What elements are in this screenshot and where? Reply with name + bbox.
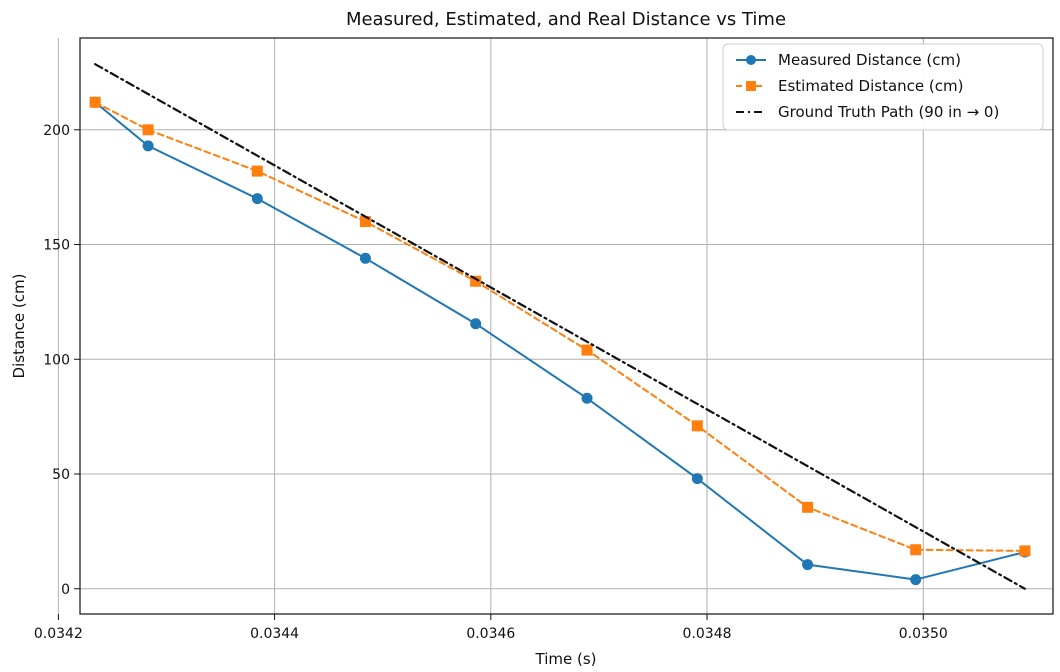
- x-tick-label: 0.0344: [250, 626, 299, 642]
- series-line-1: [94, 101, 1026, 552]
- data-point-estimated: [89, 96, 101, 108]
- legend-label-ground-truth: Ground Truth Path (90 in → 0): [778, 103, 999, 121]
- data-point-estimated: [359, 216, 371, 228]
- x-tick-label: 0.0342: [34, 626, 83, 642]
- y-tick-label: 0: [61, 582, 70, 598]
- data-point-estimated: [1019, 545, 1031, 557]
- legend-label-estimated: Estimated Distance (cm): [778, 77, 963, 95]
- legend-item-estimated: Estimated Distance (cm): [736, 77, 963, 95]
- data-point-estimated: [691, 420, 703, 432]
- legend: Measured Distance (cm) Estimated Distanc…: [722, 43, 1044, 131]
- data-point-estimated: [581, 344, 593, 356]
- x-tick-label: 0.0348: [683, 626, 732, 642]
- y-tick-label: 50: [52, 467, 70, 483]
- data-point-estimated: [802, 501, 814, 513]
- y-tick-label: 100: [43, 352, 70, 368]
- data-point-estimated: [142, 124, 154, 136]
- x-tick-label: 0.0346: [466, 626, 515, 642]
- series-layer: [89, 63, 1031, 590]
- data-point-measured: [359, 252, 371, 264]
- data-point-measured: [910, 574, 922, 586]
- data-point-measured: [691, 473, 703, 485]
- y-axis-label: Distance (cm): [10, 274, 28, 379]
- data-point-estimated: [470, 275, 482, 287]
- legend-item-measured: Measured Distance (cm): [736, 51, 961, 69]
- data-point-measured: [470, 318, 482, 330]
- legend-label-measured: Measured Distance (cm): [778, 51, 961, 69]
- legend-marker-estimated: [746, 81, 756, 91]
- data-point-measured: [142, 140, 154, 152]
- series-1: [89, 96, 1031, 557]
- x-axis-label: Time (s): [535, 650, 597, 668]
- plot-frame: [79, 37, 1054, 615]
- legend-marker-measured: [746, 55, 756, 65]
- y-tick-label: 150: [43, 238, 70, 254]
- data-point-measured: [802, 559, 814, 571]
- x-tick-label: 0.0350: [899, 626, 948, 642]
- data-point-estimated: [910, 544, 922, 556]
- series-line-0: [94, 101, 1026, 581]
- legend-box: [722, 43, 1044, 131]
- y-tick-label: 200: [43, 123, 70, 139]
- legend-item-ground-truth: Ground Truth Path (90 in → 0): [736, 103, 999, 121]
- chart-title: Measured, Estimated, and Real Distance v…: [346, 9, 786, 30]
- data-point-measured: [251, 193, 263, 205]
- series-2: [94, 63, 1026, 590]
- series-line-2: [94, 63, 1026, 590]
- data-point-estimated: [251, 165, 263, 177]
- tick-layer: 0.0342 0.0344 0.0346 0.0348 0.0350 0 50 100 150 2…: [34, 123, 948, 642]
- data-point-measured: [581, 392, 593, 404]
